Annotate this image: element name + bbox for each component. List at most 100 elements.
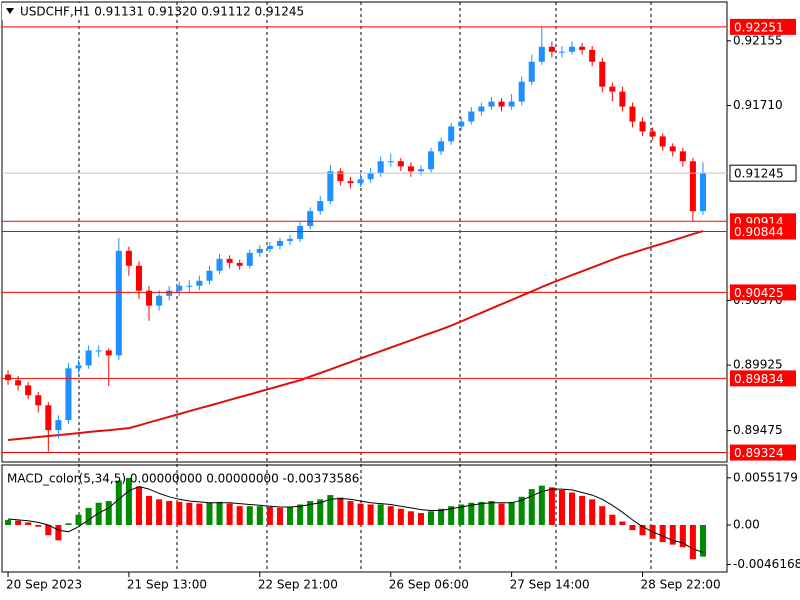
main-pane-border — [1, 1, 728, 463]
macd-bar — [297, 504, 304, 525]
macd-bar — [196, 503, 203, 525]
candle-body — [307, 211, 314, 226]
level-price-label: 0.89324 — [734, 446, 784, 460]
level-price-label: 0.90425 — [734, 286, 784, 300]
level-price-box — [730, 223, 796, 240]
macd-bar — [518, 496, 525, 525]
macd-bar — [115, 480, 122, 525]
macd-bar — [276, 507, 283, 525]
y-tick-label: 0.89925 — [733, 358, 783, 372]
macd-bar — [156, 499, 163, 525]
macd-bar — [548, 487, 555, 525]
candle-body — [327, 171, 334, 202]
chart-title: USDCHF,H1 0.91131 0.91320 0.91112 0.9124… — [20, 5, 304, 19]
candle-body — [166, 290, 173, 296]
signal-line — [7, 485, 704, 553]
macd-bar — [689, 524, 696, 560]
macd-bar — [599, 506, 606, 525]
candle-body — [629, 106, 636, 122]
level-price-box — [730, 18, 796, 35]
candle-body — [367, 173, 374, 180]
macd-bar — [146, 495, 153, 525]
candle-body — [609, 86, 616, 92]
macd-bar — [609, 514, 616, 525]
candle-body — [619, 91, 626, 107]
candle-body — [35, 395, 42, 406]
y-tick-label: 0.91710 — [733, 98, 783, 112]
candle-body — [317, 201, 324, 212]
macd-bar — [407, 511, 414, 525]
candle-body — [528, 61, 535, 82]
level-price-label: 0.92251 — [734, 20, 784, 34]
candle-body — [65, 368, 72, 421]
macd-bar — [679, 524, 686, 548]
candle-body — [468, 111, 475, 122]
macd-bar — [397, 508, 404, 525]
macd-bar — [65, 523, 72, 525]
macd-bar — [589, 499, 596, 525]
y-tick-label: 0.89475 — [733, 423, 783, 437]
last-price-label: 0.91245 — [734, 167, 784, 181]
macd-bar — [125, 477, 132, 525]
macd-bar — [337, 497, 344, 525]
macd-bar — [387, 506, 394, 525]
macd-bar — [458, 504, 465, 525]
candle-body — [417, 169, 424, 172]
candle-body — [85, 350, 92, 366]
candle-body — [206, 270, 213, 281]
macd-bar — [579, 495, 586, 525]
candle-body — [357, 179, 364, 184]
candle-body — [337, 171, 344, 182]
macd-bar — [307, 501, 314, 525]
macd-bar — [75, 514, 82, 525]
candle-body — [266, 245, 273, 249]
macd-bar — [176, 501, 183, 525]
macd-bar — [135, 486, 142, 525]
macd-pane-border — [1, 464, 728, 573]
candle-body — [508, 101, 515, 107]
candle-body — [125, 250, 132, 266]
macd-bar — [699, 524, 706, 557]
macd-bar — [669, 524, 676, 545]
macd-bar — [629, 524, 636, 531]
macd-bar — [206, 502, 213, 525]
candle-body — [115, 250, 122, 356]
macd-bar — [105, 501, 112, 525]
macd-bar — [488, 501, 495, 525]
candle-body — [699, 173, 706, 212]
level-price-box — [730, 284, 796, 301]
y-tick-label: -0.0046168 — [733, 557, 800, 571]
macd-bar — [246, 506, 253, 525]
macd-bar — [347, 501, 354, 525]
macd-bar — [317, 499, 324, 525]
macd-bar — [569, 492, 576, 525]
candle-body — [548, 46, 555, 52]
candle-body — [407, 166, 414, 172]
candle-body — [659, 136, 666, 147]
candle-body — [679, 151, 686, 162]
candle-body — [377, 161, 384, 174]
candle-body — [649, 131, 656, 137]
candle-body — [75, 365, 82, 369]
candle-body — [579, 46, 586, 50]
level-price-label: 0.90844 — [734, 225, 784, 239]
candle-body — [95, 350, 102, 352]
candle-body — [25, 385, 32, 396]
candle-body — [196, 280, 203, 286]
x-tick-label: 27 Sep 14:00 — [510, 578, 590, 592]
candle-body — [216, 258, 223, 271]
symbol-menu-arrow[interactable] — [6, 8, 14, 14]
candle-body — [146, 290, 153, 306]
candle-body — [156, 295, 163, 306]
candle-body — [297, 225, 304, 239]
macd-bar — [659, 524, 666, 543]
x-tick-label: 26 Sep 06:00 — [389, 578, 469, 592]
macd-bar — [15, 520, 22, 525]
macd-bar — [508, 501, 515, 525]
macd-bar — [357, 503, 364, 525]
level-price-box — [730, 444, 796, 461]
macd-bar — [35, 524, 42, 527]
macd-bar — [45, 524, 52, 536]
candle-body — [438, 141, 445, 152]
